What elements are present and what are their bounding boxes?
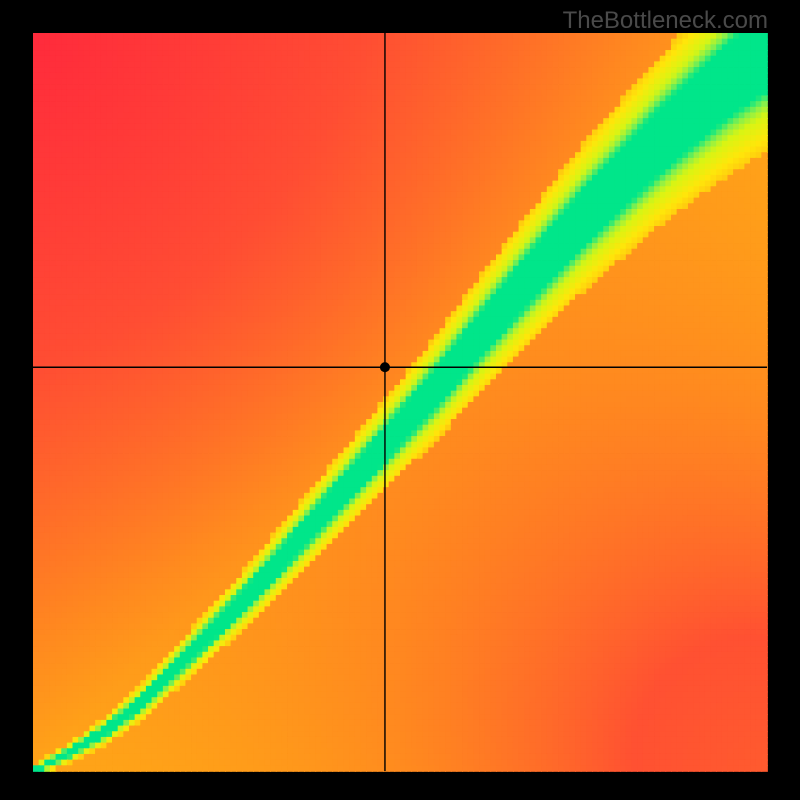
heatmap-canvas [0,0,800,800]
watermark-text: TheBottleneck.com [563,7,768,35]
chart-container: TheBottleneck.com [0,0,800,800]
